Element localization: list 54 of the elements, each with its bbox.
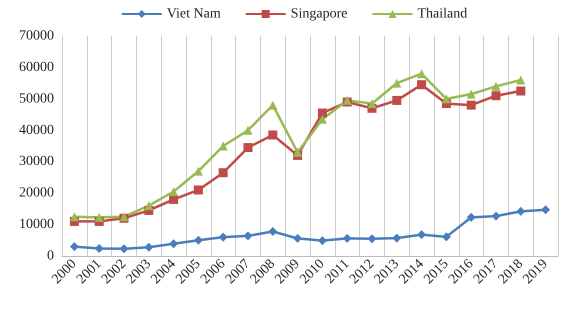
point: [244, 143, 252, 152]
point: [218, 168, 228, 178]
point: [368, 234, 376, 244]
point: [417, 80, 426, 90]
point: [120, 244, 128, 254]
point: [293, 148, 302, 157]
point: [244, 231, 252, 240]
point: [392, 96, 402, 105]
point: [318, 236, 327, 246]
point: [244, 126, 252, 135]
y-tick-label: 20000: [19, 186, 54, 201]
point: [94, 212, 104, 222]
point: [194, 166, 203, 176]
y-tick-label: 30000: [19, 154, 54, 170]
point: [268, 130, 278, 140]
legend-label: Singapore: [290, 6, 348, 22]
point: [417, 230, 426, 240]
point: [169, 239, 178, 248]
point: [70, 242, 79, 252]
point: [144, 201, 154, 210]
point: [442, 94, 451, 104]
point: [492, 212, 500, 221]
legend-label: Viet Nam: [166, 6, 221, 22]
y-tick-label: 50000: [19, 91, 54, 106]
point: [94, 244, 104, 253]
point: [194, 186, 203, 194]
point: [144, 242, 154, 252]
point: [492, 91, 500, 100]
point: [442, 232, 451, 242]
point: [342, 234, 352, 243]
point: [466, 90, 476, 99]
point: [194, 236, 203, 245]
point: [368, 99, 376, 108]
point: [466, 100, 476, 110]
point: [70, 212, 79, 222]
legend-label: Thailand: [417, 6, 468, 22]
point: [516, 206, 526, 216]
point: [218, 232, 228, 242]
point: [492, 82, 500, 91]
y-tick-label: 70000: [19, 28, 54, 44]
y-tick-label: 60000: [19, 60, 54, 75]
point: [293, 234, 302, 243]
point: [466, 212, 476, 222]
y-tick-label: 0: [47, 248, 54, 264]
point: [318, 108, 327, 118]
point: [268, 226, 278, 236]
point: [541, 205, 550, 214]
point: [392, 78, 402, 88]
point: [169, 187, 178, 196]
point: [516, 76, 526, 84]
y-tick-label: 10000: [19, 217, 54, 232]
point: [516, 86, 526, 96]
point: [318, 114, 327, 124]
y-tick-label: 40000: [19, 122, 54, 138]
